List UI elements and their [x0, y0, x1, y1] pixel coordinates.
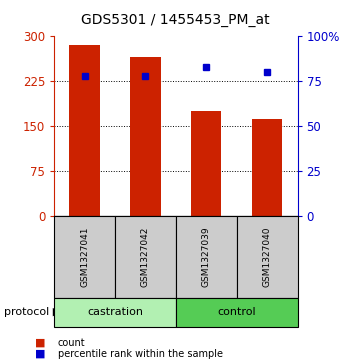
Text: GDS5301 / 1455453_PM_at: GDS5301 / 1455453_PM_at: [81, 13, 269, 27]
Text: GSM1327041: GSM1327041: [80, 227, 89, 287]
Text: castration: castration: [87, 307, 143, 317]
Text: ■: ■: [35, 349, 46, 359]
Text: count: count: [58, 338, 85, 348]
Text: percentile rank within the sample: percentile rank within the sample: [58, 349, 223, 359]
Text: protocol ▶: protocol ▶: [4, 307, 61, 317]
Bar: [69, 45, 100, 216]
Text: ■: ■: [35, 338, 46, 348]
Text: GSM1327042: GSM1327042: [141, 227, 150, 287]
Bar: [252, 119, 282, 216]
Text: GSM1327040: GSM1327040: [262, 227, 272, 287]
Text: GSM1327039: GSM1327039: [202, 227, 211, 287]
Text: control: control: [217, 307, 256, 317]
Bar: [191, 111, 222, 216]
Bar: [130, 57, 161, 216]
